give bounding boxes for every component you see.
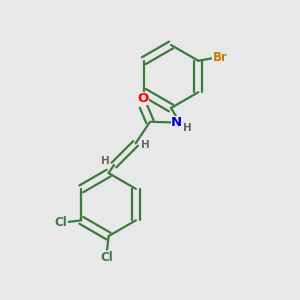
Text: Cl: Cl [54, 216, 67, 229]
Text: Br: Br [212, 51, 227, 64]
Text: Cl: Cl [101, 251, 113, 264]
Text: H: H [183, 123, 192, 133]
Text: H: H [101, 156, 110, 167]
Text: O: O [138, 92, 149, 105]
Text: H: H [141, 140, 150, 150]
Text: N: N [171, 116, 182, 129]
